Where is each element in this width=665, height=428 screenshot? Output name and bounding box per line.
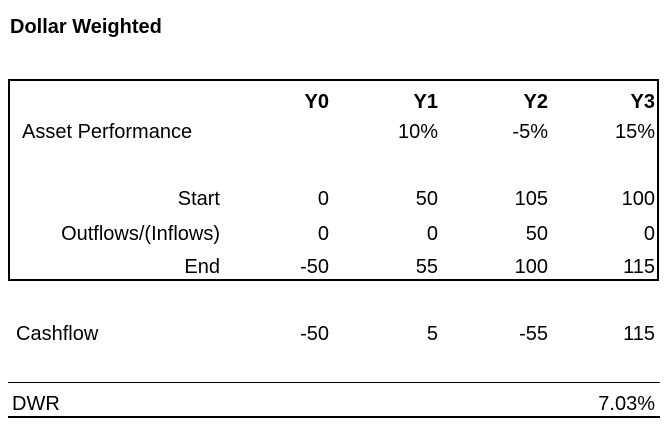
cashflow-y1: 5	[426, 323, 438, 345]
table-box	[8, 79, 659, 281]
header-y1: Y1	[413, 91, 438, 113]
start-y3: 100	[621, 188, 655, 210]
start-y0: 0	[317, 188, 329, 210]
header-y0: Y0	[304, 91, 329, 113]
end-y3: 115	[623, 256, 655, 278]
flows-y0: 0	[317, 223, 329, 245]
asset-performance-y2: -5%	[512, 121, 548, 143]
cashflow-y0: -50	[300, 323, 329, 345]
header-y3: Y3	[630, 91, 655, 113]
dwr-bottom-border	[8, 416, 660, 418]
flows-label: Outflows/(Inflows)	[61, 223, 220, 245]
end-y1: 55	[415, 256, 438, 278]
start-y2: 105	[514, 188, 548, 210]
asset-performance-y1: 10%	[397, 121, 438, 143]
header-y2: Y2	[523, 91, 548, 113]
start-y1: 50	[415, 188, 438, 210]
dwr-value: 7.03%	[598, 393, 655, 415]
cashflow-y3: 115	[623, 323, 655, 345]
flows-y2: 50	[525, 223, 548, 245]
start-label: Start	[177, 188, 220, 210]
dwr-top-border	[8, 382, 660, 383]
asset-performance-label: Asset Performance	[22, 121, 193, 143]
flows-y3: 0	[643, 223, 655, 245]
page-title: Dollar Weighted	[10, 16, 162, 38]
end-y0: -50	[300, 256, 329, 278]
end-label: End	[184, 256, 220, 278]
asset-performance-y3: 15%	[614, 121, 655, 143]
end-y2: 100	[514, 256, 548, 278]
flows-y1: 0	[426, 223, 438, 245]
cashflow-y2: -55	[519, 323, 548, 345]
dwr-label: DWR	[12, 393, 60, 415]
cashflow-label: Cashflow	[16, 323, 99, 345]
